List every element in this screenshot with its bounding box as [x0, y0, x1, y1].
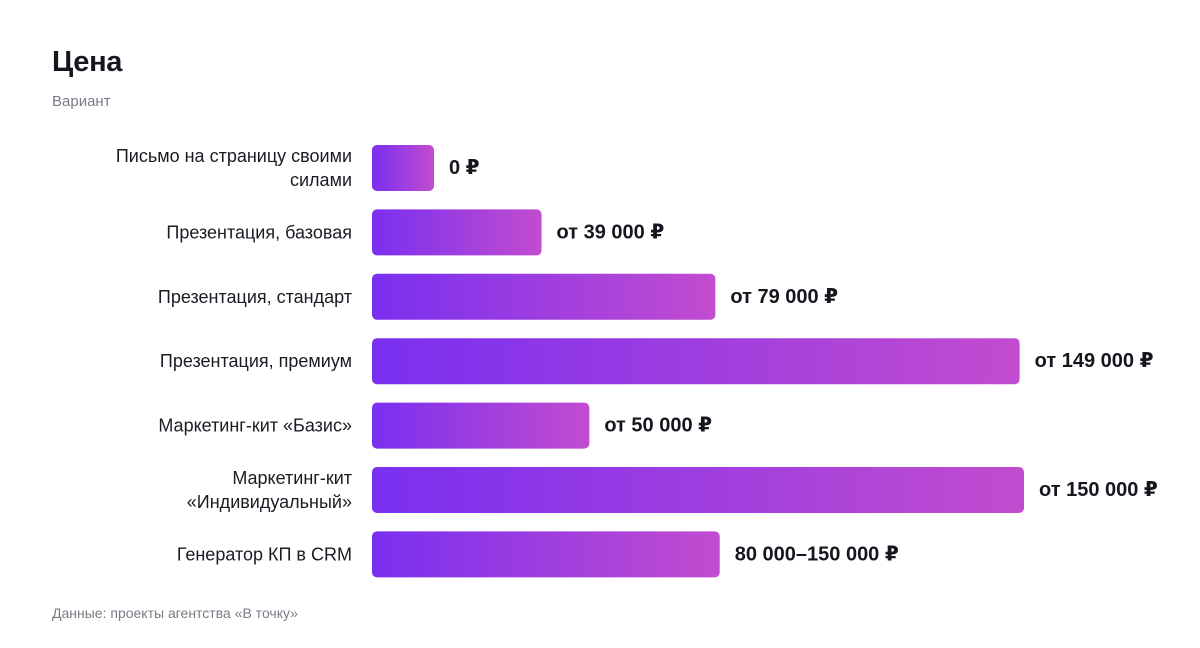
category-label: Презентация, стандарт	[158, 287, 352, 307]
bar	[372, 209, 542, 256]
value-label: от 79 000 ₽	[730, 286, 838, 308]
category-label: Маркетинг-кит	[232, 468, 352, 488]
bar-group: Письмо на страницу своими силами 0 ₽	[116, 145, 480, 191]
category-label: «Индивидуальный»	[187, 492, 352, 512]
bar-group: Презентация, премиум от 149 000 ₽	[160, 338, 1154, 385]
bar	[372, 531, 720, 578]
bar-group: Маркетинг-кит «Базис» от 50 000 ₽	[158, 402, 712, 449]
value-label: 0 ₽	[449, 157, 480, 179]
chart-title: Цена	[52, 46, 123, 78]
data-source-note: Данные: проекты агентства «В точку»	[52, 605, 298, 621]
bar	[372, 467, 1024, 513]
category-label: Презентация, базовая	[166, 222, 352, 242]
bar-group: Генератор КП в CRM 80 000–150 000 ₽	[177, 531, 899, 578]
value-label: от 39 000 ₽	[557, 221, 665, 243]
bars-layer: Письмо на страницу своими силами 0 ₽ Презен…	[116, 145, 1158, 578]
category-label: Презентация, премиум	[160, 351, 352, 371]
bar-group: Презентация, базовая от 39 000 ₽	[166, 209, 665, 256]
category-label: Маркетинг-кит «Базис»	[158, 416, 352, 436]
bar	[372, 145, 434, 191]
category-label: Генератор КП в CRM	[177, 544, 352, 564]
bar-group: Маркетинг-кит «Индивидуальный» от 150 000 …	[187, 467, 1158, 513]
bar-group: Презентация, стандарт от 79 000 ₽	[158, 273, 838, 320]
value-label: от 150 000 ₽	[1039, 479, 1158, 501]
value-label: от 50 000 ₽	[604, 415, 712, 437]
bar	[372, 273, 716, 320]
value-label: от 149 000 ₽	[1035, 350, 1154, 372]
bar	[372, 402, 590, 449]
value-label: 80 000–150 000 ₽	[735, 543, 899, 565]
bar	[372, 338, 1020, 385]
category-label: силами	[290, 170, 352, 190]
category-label: Письмо на страницу своими	[116, 146, 352, 166]
chart-subtitle: Вариант	[52, 93, 111, 110]
